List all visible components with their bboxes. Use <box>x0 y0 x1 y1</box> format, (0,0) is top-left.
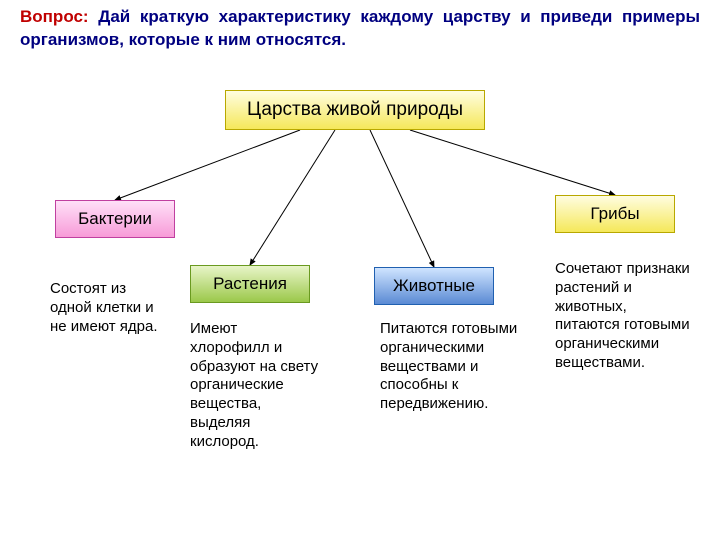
node-animals: Животные <box>374 267 494 305</box>
desc-fungi: Сочетают признаки растений и животных, п… <box>555 260 695 373</box>
root-node: Царства живой природы <box>225 90 485 130</box>
desc-animals: Питаются готовыми органическими вещества… <box>380 320 520 414</box>
edge-plants <box>250 130 335 265</box>
node-plants: Растения <box>190 265 310 303</box>
question-label: Вопрос: <box>20 7 89 26</box>
edge-fungi <box>410 130 615 195</box>
node-bacteria: Бактерии <box>55 200 175 238</box>
desc-bacteria: Состоят из одной клетки и не имеют ядра. <box>50 280 170 336</box>
edge-animals <box>370 130 434 267</box>
node-fungi: Грибы <box>555 195 675 233</box>
edge-bacteria <box>115 130 300 200</box>
desc-plants: Имеют хлорофилл и образуют на свету орга… <box>190 320 320 451</box>
question-block: Вопрос: Дай краткую характеристику каждо… <box>20 6 700 52</box>
question-text: Дай краткую характеристику каждому царст… <box>20 7 700 49</box>
